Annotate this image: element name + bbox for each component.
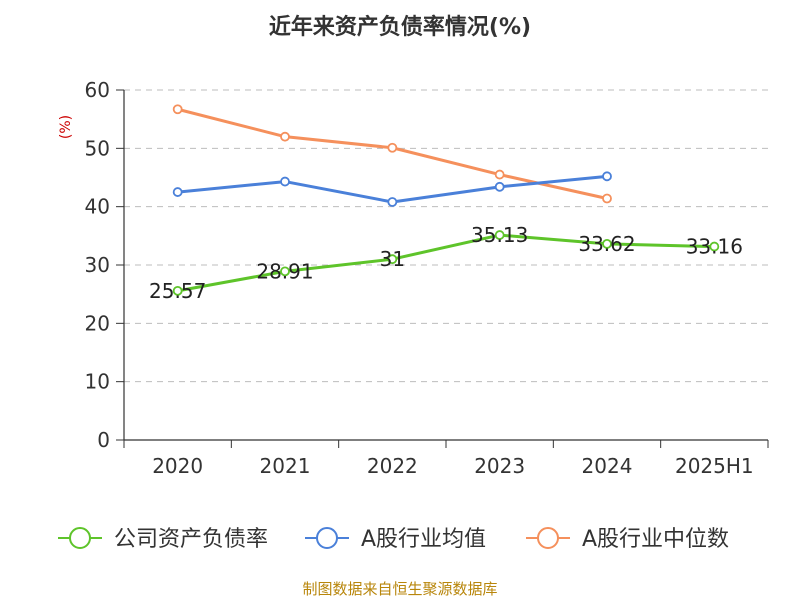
y-tick-label: 20 <box>85 311 110 335</box>
x-tick-label: 2025H1 <box>675 454 754 478</box>
y-axis-label: (%) <box>58 115 74 139</box>
data-point <box>172 285 183 296</box>
legend-item[interactable]: 公司资产负债率 <box>58 527 268 552</box>
y-tick-label: 10 <box>85 370 110 394</box>
y-tick-label: 30 <box>85 253 110 277</box>
data-point <box>172 104 183 115</box>
legend-marker <box>316 527 338 549</box>
data-label: 33.62 <box>578 232 635 256</box>
data-label: 25.57 <box>149 279 206 303</box>
data-point <box>387 142 398 153</box>
axes: 0 10 20 30 40 50 60 2020 2021 2022 2023 2024 2025H1 <box>85 78 769 478</box>
data-point <box>602 193 612 204</box>
x-tick-label: 2020 <box>152 454 203 478</box>
source-note: 制图数据来自恒生聚源数据库 <box>302 580 497 598</box>
data-point <box>387 254 398 265</box>
data-point <box>494 181 505 192</box>
data-point <box>280 176 290 187</box>
data-point <box>494 169 505 180</box>
gridlines <box>124 89 768 383</box>
data-labels: 25.57 28.91 31 35.13 33.62 33.16 <box>149 223 743 303</box>
series-lines <box>172 104 720 296</box>
series-line <box>177 233 715 293</box>
data-label: 31 <box>380 247 405 271</box>
legend-item[interactable]: A股行业均值 <box>305 527 486 552</box>
x-tick-label: 2021 <box>260 454 311 478</box>
legend-marker <box>537 527 559 549</box>
legend-label: A股行业均值 <box>361 527 486 552</box>
data-point <box>602 171 612 182</box>
y-tick-label: 50 <box>85 136 110 160</box>
data-point <box>494 230 505 240</box>
y-tick-label: 40 <box>85 195 110 219</box>
data-point <box>280 266 290 277</box>
data-point <box>709 241 720 252</box>
data-point <box>387 197 398 207</box>
chart-title: 近年来资产负债率情况(%) <box>269 14 531 40</box>
data-label: 28.91 <box>256 259 313 283</box>
legend-marker <box>69 527 91 549</box>
data-point <box>280 131 290 142</box>
x-tick-label: 2023 <box>474 454 525 478</box>
legend-label: 公司资产负债率 <box>114 527 268 552</box>
x-tick-label: 2024 <box>582 454 633 478</box>
x-tick-label: 2022 <box>367 454 418 478</box>
y-tick-label: 60 <box>85 78 110 102</box>
data-label: 33.16 <box>686 235 743 259</box>
legend-item[interactable]: A股行业中位数 <box>526 527 729 552</box>
legend-label: A股行业中位数 <box>582 527 729 552</box>
legend: 公司资产负债率 A股行业均值 A股行业中位数 <box>58 527 729 552</box>
data-label: 35.13 <box>471 223 528 247</box>
data-point <box>172 187 183 197</box>
data-point <box>602 238 612 249</box>
y-tick-label: 0 <box>97 428 110 452</box>
